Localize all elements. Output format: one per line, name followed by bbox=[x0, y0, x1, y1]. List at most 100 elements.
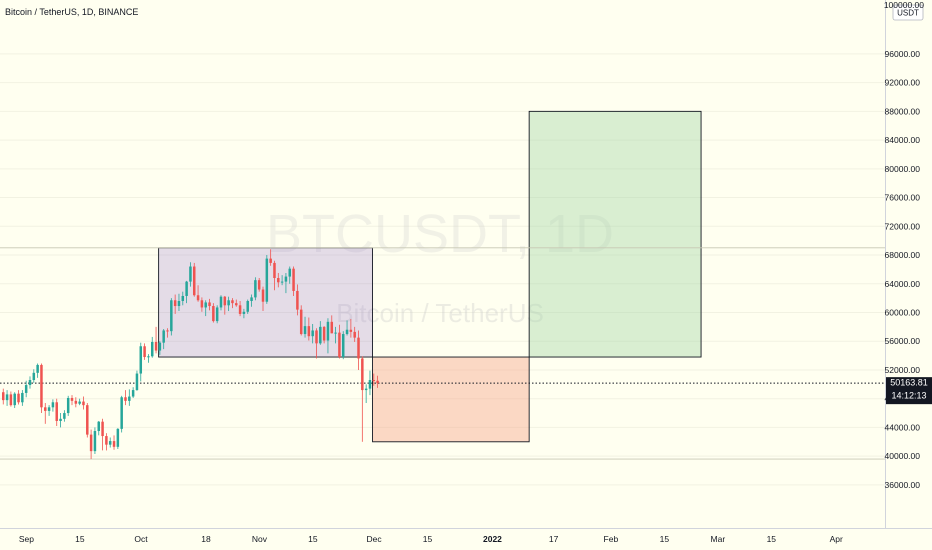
candle[interactable] bbox=[303, 316, 307, 338]
candle[interactable] bbox=[124, 390, 127, 406]
candle[interactable] bbox=[223, 295, 227, 315]
candle[interactable] bbox=[47, 405, 51, 416]
candle[interactable] bbox=[143, 343, 146, 360]
candle[interactable] bbox=[257, 278, 261, 292]
candle[interactable] bbox=[204, 300, 207, 317]
candle[interactable] bbox=[128, 389, 131, 406]
candle[interactable] bbox=[154, 326, 158, 354]
candle[interactable] bbox=[59, 413, 62, 428]
candle[interactable] bbox=[74, 397, 78, 408]
candle[interactable] bbox=[150, 336, 154, 358]
candle[interactable] bbox=[9, 391, 13, 407]
candle[interactable] bbox=[280, 275, 284, 286]
candle[interactable] bbox=[70, 395, 74, 406]
candle[interactable] bbox=[307, 317, 311, 341]
price-axis[interactable]: 36000.0040000.0044000.0048000.0052000.00… bbox=[885, 49, 921, 490]
candle[interactable] bbox=[2, 388, 5, 405]
candle[interactable] bbox=[330, 315, 334, 334]
candle[interactable] bbox=[28, 376, 32, 389]
candle[interactable] bbox=[51, 399, 55, 412]
candle[interactable] bbox=[315, 328, 318, 359]
candle[interactable] bbox=[242, 308, 246, 319]
candle[interactable] bbox=[277, 272, 280, 288]
candle[interactable] bbox=[292, 266, 295, 296]
candle[interactable] bbox=[311, 323, 314, 344]
candle[interactable] bbox=[288, 266, 292, 284]
candle[interactable] bbox=[227, 296, 230, 312]
candle[interactable] bbox=[265, 255, 269, 304]
candle[interactable] bbox=[5, 390, 9, 406]
candle[interactable] bbox=[215, 305, 219, 324]
candle[interactable] bbox=[334, 326, 337, 344]
candle[interactable] bbox=[101, 418, 104, 451]
candle[interactable] bbox=[32, 369, 36, 383]
candle[interactable] bbox=[89, 429, 93, 460]
candle[interactable] bbox=[368, 370, 372, 396]
candle[interactable] bbox=[353, 326, 356, 342]
candle[interactable] bbox=[93, 427, 97, 455]
candle[interactable] bbox=[36, 363, 39, 378]
candle[interactable] bbox=[181, 291, 185, 306]
candle[interactable] bbox=[235, 299, 238, 307]
candle[interactable] bbox=[120, 395, 123, 433]
candle[interactable] bbox=[322, 326, 326, 344]
candle[interactable] bbox=[17, 390, 20, 405]
candle[interactable] bbox=[345, 320, 349, 336]
candle[interactable] bbox=[24, 380, 28, 398]
lower-zone-box[interactable] bbox=[372, 356, 530, 443]
candle[interactable] bbox=[86, 403, 89, 438]
candle[interactable] bbox=[273, 260, 276, 291]
candle[interactable] bbox=[162, 329, 165, 350]
candle[interactable] bbox=[284, 272, 288, 294]
candle[interactable] bbox=[78, 398, 81, 406]
candle[interactable] bbox=[158, 341, 162, 355]
candle[interactable] bbox=[341, 331, 345, 360]
candle[interactable] bbox=[196, 285, 200, 302]
candle[interactable] bbox=[296, 284, 299, 316]
candle[interactable] bbox=[63, 410, 66, 422]
upper-target-zone-box[interactable] bbox=[528, 110, 702, 358]
candle[interactable] bbox=[185, 280, 188, 304]
candle[interactable] bbox=[326, 318, 330, 354]
candle[interactable] bbox=[139, 342, 143, 382]
candle[interactable] bbox=[349, 318, 353, 338]
candle[interactable] bbox=[364, 384, 368, 404]
candle[interactable] bbox=[357, 330, 360, 370]
candle[interactable] bbox=[131, 387, 135, 398]
candle[interactable] bbox=[376, 375, 379, 388]
candle[interactable] bbox=[372, 373, 376, 386]
candle[interactable] bbox=[170, 298, 173, 336]
candle[interactable] bbox=[21, 390, 24, 406]
candle[interactable] bbox=[66, 395, 70, 416]
candle[interactable] bbox=[193, 262, 196, 297]
candle[interactable] bbox=[219, 295, 223, 311]
candle[interactable] bbox=[269, 249, 272, 266]
candle[interactable] bbox=[250, 294, 253, 307]
candle[interactable] bbox=[105, 433, 108, 451]
candle[interactable] bbox=[13, 392, 16, 409]
candle[interactable] bbox=[189, 262, 192, 287]
candle[interactable] bbox=[108, 437, 112, 448]
candle[interactable] bbox=[299, 305, 303, 336]
candle[interactable] bbox=[361, 356, 364, 442]
candle[interactable] bbox=[177, 293, 181, 312]
candle[interactable] bbox=[208, 298, 211, 311]
horizontal-lines-layer[interactable] bbox=[0, 247, 885, 460]
candle[interactable] bbox=[254, 277, 257, 301]
candle[interactable] bbox=[116, 428, 120, 449]
time-axis[interactable]: Sep 15 Oct 18 Nov 15 Dec 15 2022 17 Feb 15 Mar 15 Apr bbox=[19, 534, 843, 544]
candle[interactable] bbox=[212, 303, 215, 323]
candle[interactable] bbox=[319, 321, 322, 345]
candle[interactable] bbox=[147, 354, 150, 363]
candle[interactable] bbox=[238, 300, 242, 317]
candle[interactable] bbox=[135, 370, 139, 391]
candles-layer[interactable] bbox=[2, 249, 379, 460]
candle[interactable] bbox=[200, 297, 204, 312]
candle[interactable] bbox=[338, 324, 341, 359]
candle[interactable] bbox=[112, 435, 116, 450]
candle[interactable] bbox=[44, 403, 47, 424]
candle[interactable] bbox=[40, 363, 43, 414]
candle[interactable] bbox=[97, 420, 101, 436]
